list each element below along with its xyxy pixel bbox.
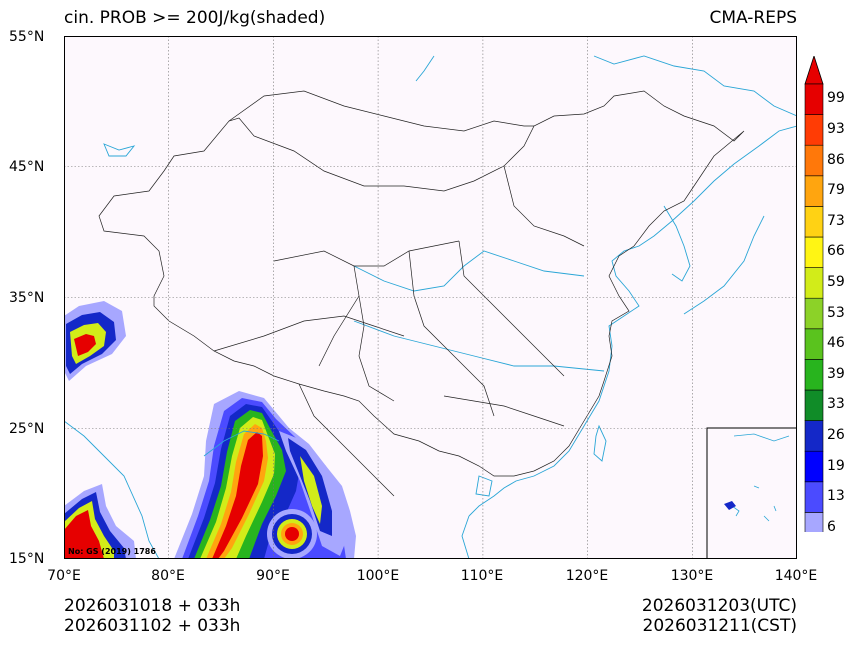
valid-time-cst: 2026031211(CST)	[642, 616, 797, 636]
init-times: 2026031018 + 033h 2026031102 + 033h	[64, 596, 240, 636]
colorbar-label-39: 39	[827, 365, 845, 382]
coastlines	[64, 55, 797, 559]
colorbar-label-26: 26	[827, 426, 845, 443]
coast-taiwan	[593, 424, 607, 462]
lat-label-45: 45°N	[9, 159, 45, 175]
colorbar-cell-79	[804, 175, 824, 207]
colorbar-cell-33	[804, 389, 824, 421]
river-yellow	[353, 250, 585, 292]
colorbar-cell-59	[804, 267, 824, 299]
colorbar-cell-39	[804, 359, 824, 391]
colorbar-cell-73	[804, 206, 824, 238]
colorbar-label-93: 93	[827, 120, 845, 137]
colorbar-label-46: 46	[827, 335, 845, 352]
inset-coast	[731, 433, 790, 522]
shade-level-99	[212, 432, 263, 559]
colorbar-label-33: 33	[827, 396, 845, 413]
lat-label-55: 55°N	[9, 29, 45, 45]
colorbar-cell-93	[804, 114, 824, 146]
inset-blob	[724, 501, 736, 510]
colorbar-cell-13	[804, 481, 824, 513]
probability-shading	[64, 301, 356, 559]
south-china-sea-inset	[706, 427, 797, 559]
init-time-cst: 2026031102 + 033h	[64, 616, 241, 636]
lon-label-80: 80°E	[151, 568, 185, 584]
border-province-4	[408, 250, 495, 417]
coast-japan	[683, 215, 765, 315]
lat-label-25: 25°N	[9, 421, 45, 437]
colorbar-label-66: 66	[827, 243, 845, 260]
lon-label-140: 140°E	[774, 568, 818, 584]
map-frame	[64, 36, 797, 559]
valid-times: 2026031203(UTC) 2026031211(CST)	[642, 596, 797, 636]
colorbar-label-13: 13	[827, 488, 845, 505]
coast-bengal	[203, 430, 280, 457]
coast-vietnam	[461, 515, 470, 559]
border-southeast-asia	[298, 383, 395, 497]
probability-map	[64, 36, 797, 559]
shade-myanmar-59	[300, 456, 322, 524]
colorbar-label-73: 73	[827, 212, 845, 229]
lon-label-100: 100°E	[356, 568, 400, 584]
colorbar-cell-46	[804, 328, 824, 360]
colorbar-cell-19	[804, 450, 824, 483]
border-province-1	[273, 240, 460, 267]
shade-left-99	[64, 510, 104, 559]
colorbar-label-19: 19	[827, 457, 845, 474]
border-province-2	[213, 315, 405, 352]
lake-balkhash	[103, 143, 136, 157]
coast-russia	[593, 55, 797, 117]
lon-label-70: 70°E	[47, 568, 81, 584]
colorbar-label-6: 6	[827, 518, 836, 535]
border-province-8	[318, 295, 360, 367]
boundaries	[98, 90, 745, 497]
colorbar-over-arrow	[804, 56, 824, 85]
border-province-5	[458, 240, 565, 377]
lat-label-35: 35°N	[9, 290, 45, 306]
valid-time-utc: 2026031203(UTC)	[641, 596, 797, 616]
colorbar-label-59: 59	[827, 273, 845, 290]
border-province-7	[443, 395, 565, 427]
lat-label-15: 15°N	[9, 551, 45, 567]
colorbar-cell-99	[804, 83, 824, 115]
shade-upper-left-99	[74, 334, 96, 356]
colorbar-cell-66	[804, 236, 824, 268]
model-name: CMA-REPS	[709, 8, 797, 28]
colorbar-label-86: 86	[827, 151, 845, 168]
chart-title: cin. PROB >= 200J/kg(shaded)	[64, 8, 326, 28]
inset-frame	[706, 427, 797, 559]
lon-label-110: 110°E	[460, 568, 504, 584]
colorbar-cell-26	[804, 420, 824, 452]
border-province-6	[503, 165, 585, 247]
coast-east	[468, 125, 797, 517]
colorbar-cell-86	[804, 144, 824, 177]
shade-circle-99	[285, 527, 299, 541]
coast-hainan	[475, 475, 493, 497]
border-china-outer	[98, 90, 745, 477]
border-province-3	[353, 265, 395, 402]
colorbar-label-53: 53	[827, 304, 845, 321]
coast-india	[64, 420, 160, 559]
coast-korea	[663, 205, 691, 282]
lon-label-130: 130°E	[670, 568, 714, 584]
colorbar-cell-53	[804, 297, 824, 330]
colorbar-label-99: 99	[827, 90, 845, 107]
lon-label-120: 120°E	[565, 568, 609, 584]
lake-baikal	[415, 55, 435, 82]
colorbar-cell-6	[804, 512, 824, 532]
map-credit: No: GS (2019) 1786	[68, 547, 156, 556]
map-background	[64, 36, 797, 559]
colorbar-label-79: 79	[827, 182, 845, 199]
border-mongolia	[228, 90, 534, 132]
colorbar	[804, 56, 824, 532]
lon-label-90: 90°E	[256, 568, 290, 584]
init-time-utc: 2026031018 + 033h	[64, 596, 241, 616]
